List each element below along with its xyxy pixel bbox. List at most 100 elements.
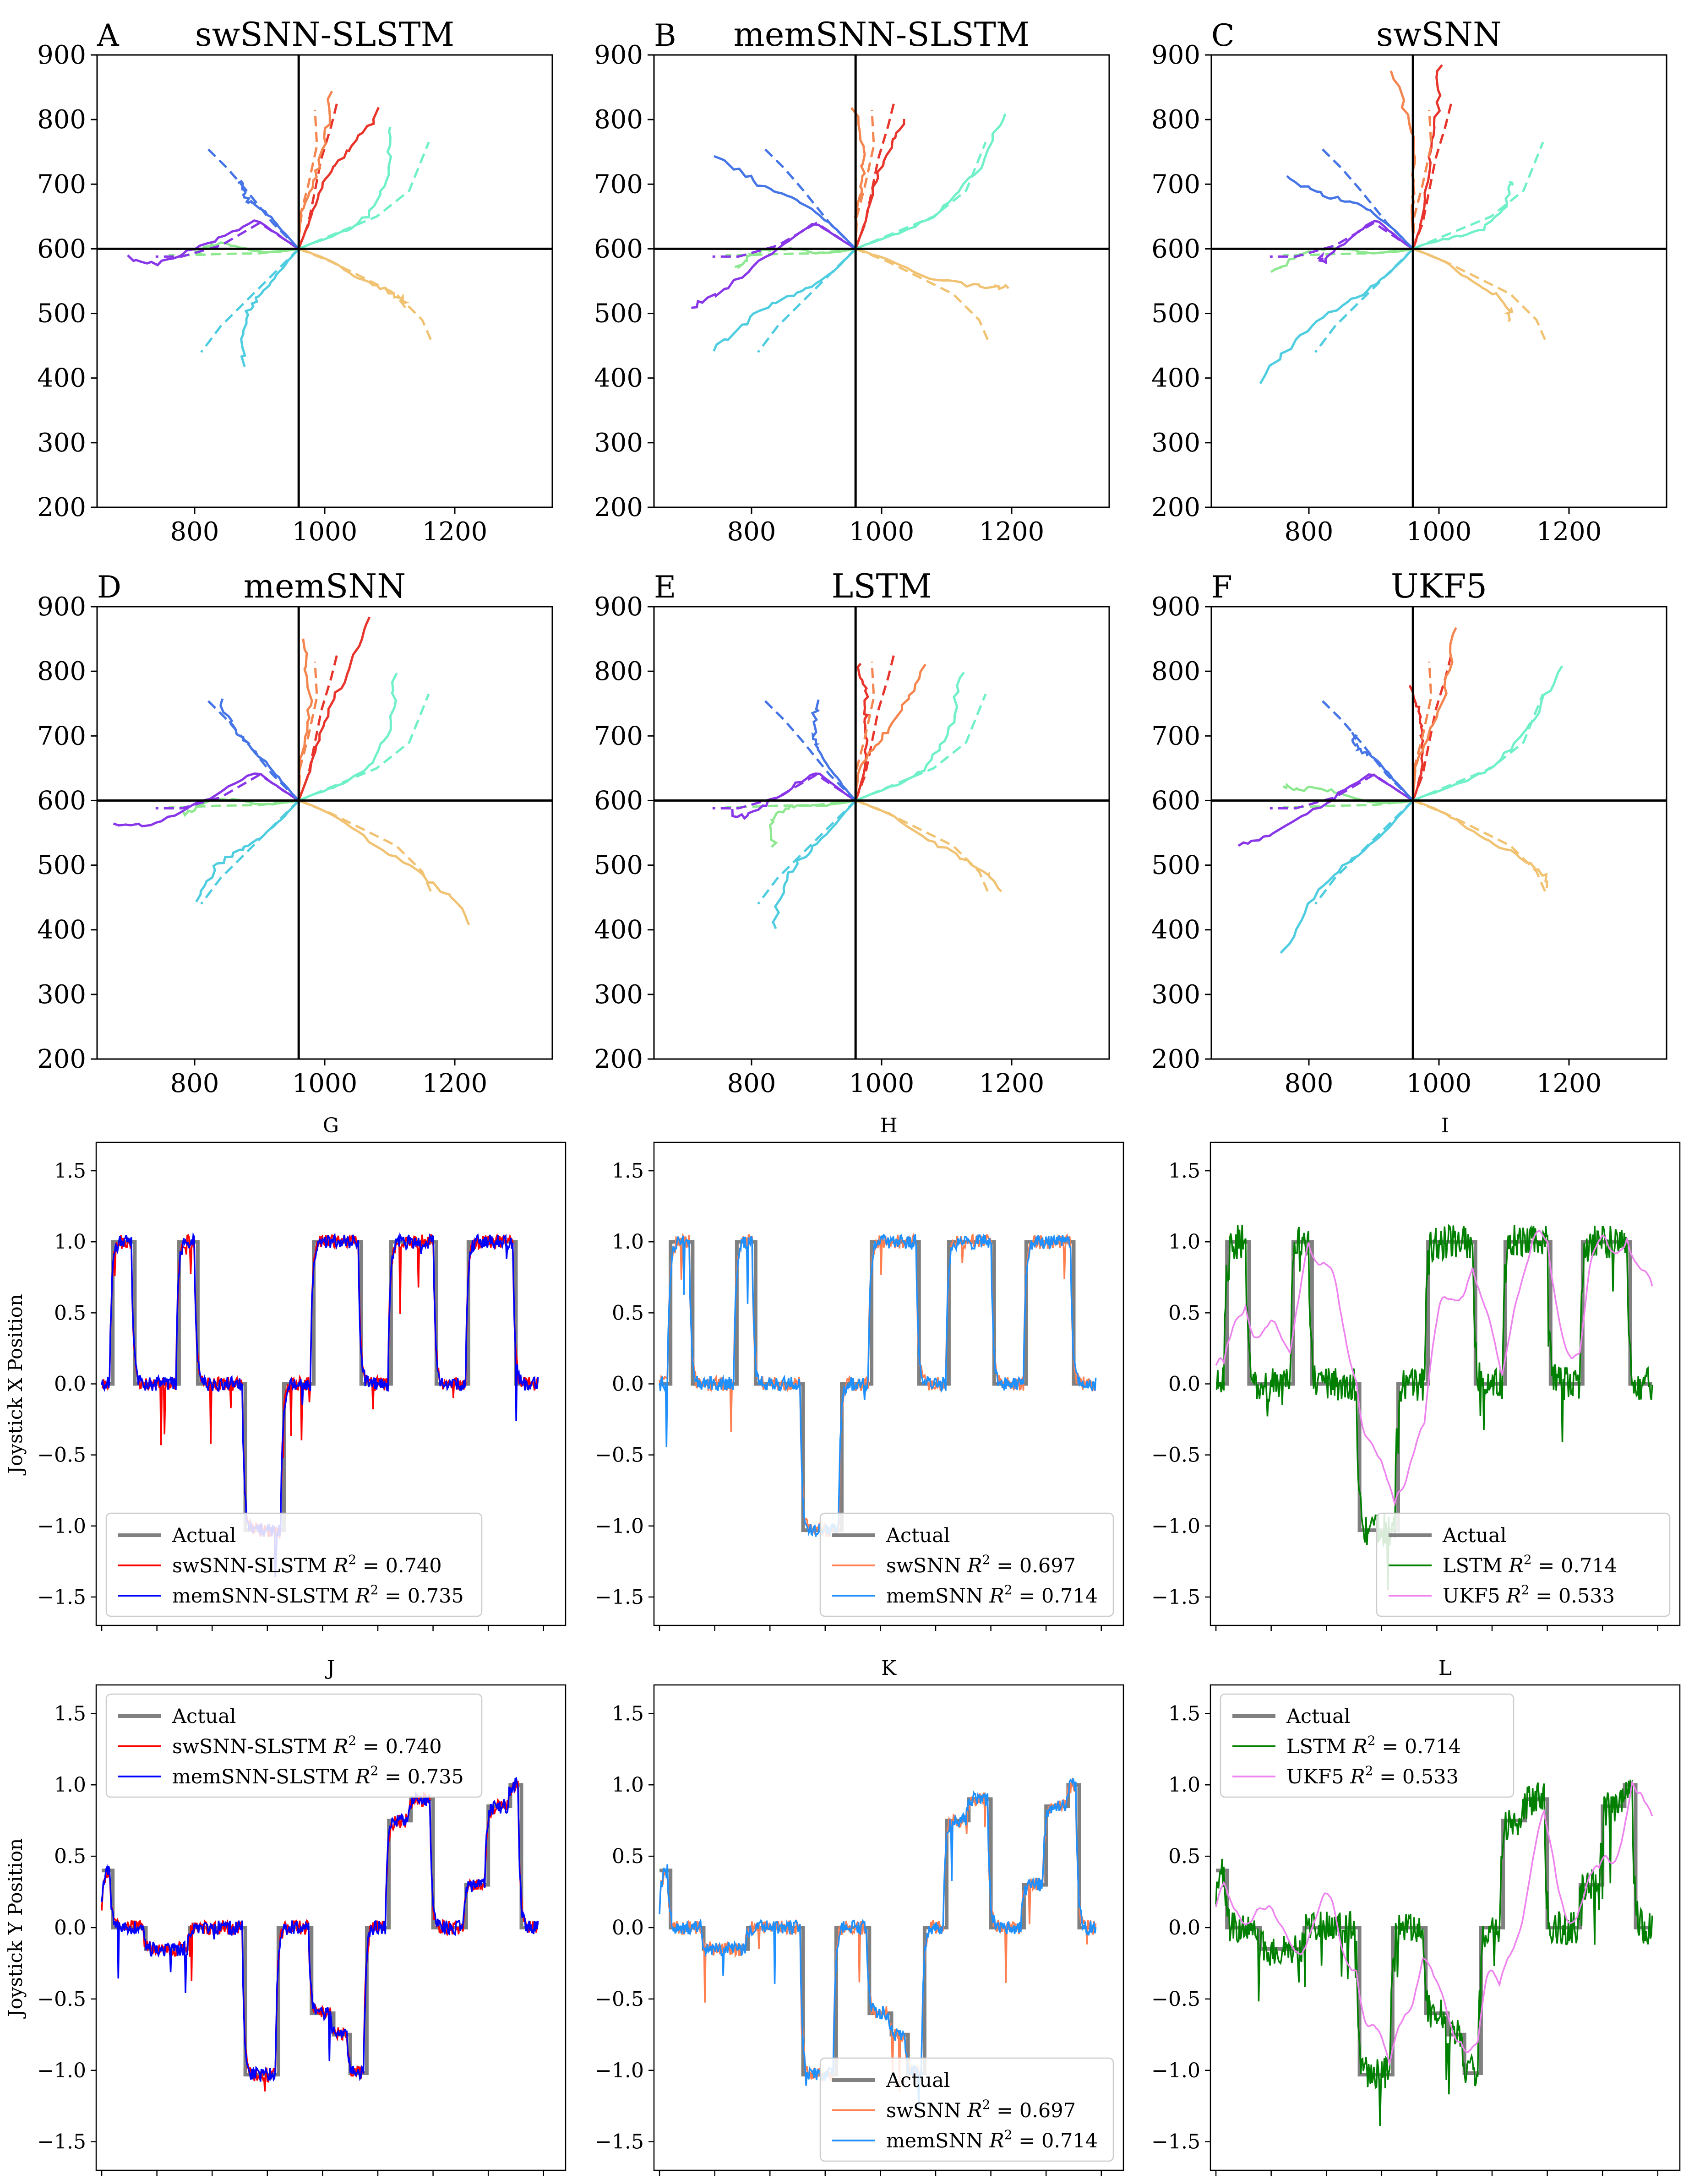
- y-tick-label: 700: [594, 721, 643, 751]
- x-tick-label: 800: [170, 1069, 219, 1098]
- y-tick-label: 500: [37, 299, 86, 329]
- trajectory-panel-c: 800 1000 1200 200 300 400 500 600 700 800 900 C swSN…: [1151, 15, 1667, 547]
- predicted-trajectory: [854, 119, 905, 250]
- r2-exponent: 2: [982, 1552, 991, 1567]
- r2-symbol: R: [1350, 1766, 1365, 1788]
- predicted-series-line: [659, 1233, 1097, 1537]
- spacer: [349, 1585, 355, 1608]
- x-tick-label: 1200: [1536, 1069, 1602, 1098]
- panel-title: I: [1441, 1114, 1449, 1137]
- y-tick-label: 900: [1151, 592, 1200, 622]
- y-tick-label: 500: [1151, 299, 1200, 329]
- r2-exponent: 2: [1368, 1733, 1376, 1748]
- y-tick-label: −1.0: [1151, 2059, 1200, 2082]
- predicted-trajectory: [855, 248, 1009, 291]
- y-tick-label: 200: [594, 493, 643, 522]
- r2-value: 0.533: [1402, 1766, 1459, 1788]
- predicted-trajectory: [298, 799, 470, 925]
- legend-label: Actual: [1442, 1524, 1507, 1547]
- predicted-trajectory: [1270, 247, 1413, 273]
- predicted-trajectory: [772, 799, 857, 929]
- r2-exponent: 2: [348, 1733, 356, 1748]
- panel-letter: F: [1211, 570, 1232, 605]
- y-tick-label: −1.5: [37, 1586, 86, 1609]
- actual-trajectory: [725, 799, 856, 808]
- r2-value: 0.714: [1561, 1554, 1617, 1577]
- y-tick-label: 1.0: [54, 1230, 86, 1254]
- y-tick-label: 0.0: [54, 1373, 86, 1396]
- panel-letter: D: [97, 570, 121, 605]
- r2-value: 0.735: [408, 1766, 464, 1788]
- legend-label: swSNN R2 = 0.697: [886, 2097, 1076, 2122]
- predicted-trajectory: [1412, 799, 1548, 888]
- legend-label: memSNN-SLSTM R2 = 0.735: [172, 1582, 464, 1608]
- r2-symbol: R: [967, 1554, 982, 1577]
- predicted-trajectory: [219, 698, 300, 802]
- y-tick-label: 1.0: [612, 1773, 644, 1797]
- y-tick-label: 1.0: [54, 1773, 86, 1797]
- legend-series-name: UKF5: [1443, 1585, 1500, 1608]
- trajectory-panel-a: 800 1000 1200 200 300 400 500 600 700 800 900 A swSN…: [37, 15, 553, 547]
- y-tick-label: 1.0: [1168, 1773, 1200, 1797]
- y-tick-label: 500: [37, 851, 86, 880]
- y-tick-label: −1.0: [37, 1515, 86, 1538]
- r2-exponent: 2: [370, 1582, 378, 1597]
- y-tick-label: 1.5: [1168, 1159, 1200, 1183]
- y-tick-label: 600: [594, 234, 643, 264]
- x-tick-label: 1200: [979, 1069, 1045, 1098]
- predicted-trajectory: [1412, 665, 1564, 802]
- equals: =: [1532, 1554, 1561, 1577]
- y-tick-label: −1.5: [1151, 2130, 1200, 2154]
- actual-trajectory: [1411, 100, 1453, 250]
- actual-trajectory: [763, 699, 856, 802]
- y-tick-label: 0.5: [54, 1301, 86, 1325]
- predicted-trajectory: [1408, 685, 1424, 801]
- legend-series-name: memSNN: [886, 1585, 983, 1608]
- y-tick-label: −0.5: [595, 1444, 644, 1467]
- legend-series-name: swSNN-SLSTM: [172, 1554, 327, 1577]
- y-tick-label: 600: [1151, 234, 1200, 264]
- predicted-trajectory: [297, 616, 371, 801]
- legend-series-name: swSNN: [886, 1554, 961, 1577]
- predicted-trajectory: [297, 91, 333, 249]
- y-tick-label: 0.5: [612, 1301, 644, 1325]
- x-tick-label: 1000: [849, 517, 915, 547]
- predicted-trajectory: [1411, 627, 1457, 801]
- panel-title: UKF5: [1391, 567, 1487, 605]
- spacer: [961, 1554, 968, 1577]
- actual-trajectory: [1283, 799, 1413, 808]
- predicted-series-line: [1215, 1778, 1653, 2126]
- y-tick-label: 1.5: [612, 1159, 644, 1183]
- y-tick-label: 800: [37, 105, 86, 135]
- x-tick-label: 1000: [292, 1069, 358, 1098]
- axes-frame: [653, 606, 1110, 1060]
- y-tick-label: 900: [1151, 40, 1200, 70]
- y-tick-label: 1.5: [612, 1702, 644, 1725]
- actual-trajectory: [1412, 799, 1547, 895]
- legend-series-name: Actual: [172, 1705, 236, 1728]
- predicted-trajectory: [811, 699, 857, 802]
- y-tick-label: 0.0: [612, 1916, 644, 1940]
- y-tick-label: 500: [594, 851, 643, 880]
- panel-title: LSTM: [832, 567, 932, 605]
- spacer: [983, 1585, 990, 1608]
- predicted-trajectory: [195, 799, 300, 902]
- timeseries-panel-h: 1.5 1.0 0.5 0.0 −0.5 −1.0 −1.5 H Actual swSNN R2 …: [595, 1114, 1124, 1631]
- predicted-trajectory: [298, 673, 398, 802]
- predicted-series-line: [1215, 1780, 1653, 2067]
- y-tick-label: 800: [1151, 657, 1200, 686]
- y-tick-label: 0.0: [54, 1916, 86, 1940]
- actual-series-line: [659, 1783, 1096, 2077]
- y-tick-label: 200: [1151, 1044, 1200, 1074]
- r2-value: 0.714: [1041, 1585, 1098, 1608]
- spacer: [1344, 1766, 1351, 1788]
- y-tick-label: 700: [37, 169, 86, 199]
- spacer: [1503, 1554, 1509, 1577]
- predicted-trajectory: [298, 248, 410, 309]
- legend-series-name: swSNN: [886, 2099, 961, 2122]
- y-tick-label: 500: [1151, 851, 1200, 880]
- r2-value: 0.714: [1041, 2130, 1098, 2152]
- equals: =: [356, 1735, 385, 1758]
- legend-box: [1376, 1512, 1671, 1617]
- series-lines: [659, 1777, 1097, 2107]
